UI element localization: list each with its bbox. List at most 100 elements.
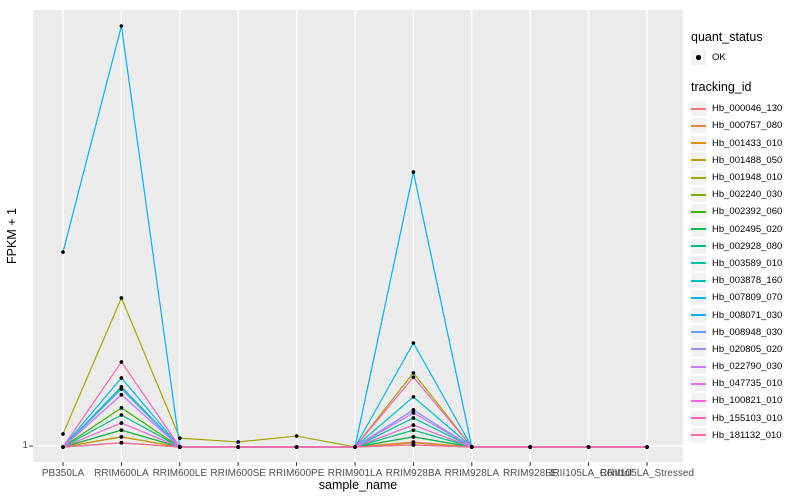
tracking-id-legend-item[interactable]: Hb_181132_010 [691,427,799,444]
legend-key-box [691,101,706,117]
legend-key-box [691,204,706,220]
x-tick-label: PB350LA [41,468,85,479]
tracking-id-label: Hb_155103_010 [712,412,783,424]
data-point [119,440,124,445]
tracking-id-legend-item[interactable]: Hb_002392_060 [691,203,799,220]
data-point [411,423,416,427]
series-color-swatch-icon [691,348,706,351]
data-point [61,250,65,254]
x-tick-label: RRIM928BA [385,468,442,479]
tracking-id-legend-item[interactable]: Hb_000046_130 [691,100,799,117]
tracking-id-label: Hb_002240_030 [712,189,783,201]
tracking-id-label: Hb_181132_010 [712,429,782,441]
data-point [119,392,124,397]
data-point [411,443,416,447]
x-tick-label: RRIM901LA [327,468,383,479]
data-point [411,170,416,174]
tracking-id-label: Hb_020805_020 [712,343,783,355]
tracking-id-legend-item[interactable]: Hb_022790_030 [691,358,799,375]
tracking-id-legend-item[interactable]: Hb_020805_020 [691,341,799,358]
legend-key-box [691,238,706,254]
tracking-id-label: Hb_003589_010 [712,257,783,269]
point-marker-icon [696,55,701,60]
tracking-id-legend-item[interactable]: Hb_002495_020 [691,221,799,238]
data-point [236,445,240,449]
tracking-id-legend-item[interactable]: Hb_000757_080 [691,117,799,134]
legend-key-box [691,307,706,323]
legend-key-box [691,118,706,134]
tracking-id-legend-item[interactable]: Hb_003878_160 [691,272,799,289]
gridlines [33,10,683,462]
x-tick-label: RRII105LA_Control [545,468,632,479]
legend-key-box [691,152,706,168]
tracking-id-legend-item[interactable]: Hb_047735_010 [691,375,799,392]
tracking-id-legend-item[interactable]: Hb_001433_010 [691,135,799,152]
plot-panel [33,10,683,462]
tracking-id-legend-item[interactable]: Hb_100821_010 [691,392,799,409]
tracking-id-legend-item[interactable]: Hb_003589_010 [691,255,799,272]
data-point [119,24,124,28]
x-axis-title: sample_name [318,478,398,492]
legend-key-box [691,427,706,443]
legend-key-box [691,255,706,271]
legend: quant_status OK tracking_id Hb_000046_13… [691,30,799,444]
data-point [294,445,299,449]
series-color-swatch-icon [691,159,706,162]
y-tick-label: 1 [22,440,28,451]
legend-key-box [691,359,706,375]
tracking-id-legend-item[interactable]: Hb_008948_030 [691,324,799,341]
tracking-id-label: Hb_001488_050 [712,154,783,166]
tracking-id-legend-item[interactable]: Hb_002928_080 [691,238,799,255]
data-point [586,445,591,449]
y-axis-title: FPKM + 1 [5,208,19,264]
tracking-id-legend-item[interactable]: Hb_001488_050 [691,152,799,169]
data-point [236,440,240,444]
series-color-swatch-icon [691,142,706,145]
data-point [470,445,474,449]
data-point [411,371,416,375]
data-point [411,408,416,412]
series-color-swatch-icon [691,434,706,437]
data-point [353,445,357,449]
legend-key-box [691,341,706,357]
data-point [411,341,416,345]
tracking-id-legend-item[interactable]: Hb_002240_030 [691,186,799,203]
legend-key-box [691,187,706,203]
series-color-swatch-icon [691,245,706,248]
data-point [119,428,124,432]
series-color-swatch-icon [691,417,706,420]
data-point [61,445,65,449]
series-color-swatch-icon [691,314,706,317]
tracking-id-legend-item[interactable]: Hb_008071_030 [691,306,799,323]
tracking-id-label: Hb_047735_010 [712,378,783,390]
series-color-swatch-icon [691,262,706,265]
data-point [528,445,532,449]
tracking-id-label: Hb_008071_030 [712,309,783,321]
data-point [119,296,124,300]
data-point [411,435,416,439]
series-color-swatch-icon [691,296,706,299]
tracking-id-label: Hb_001948_010 [712,172,783,184]
tracking-id-legend-item[interactable]: Hb_001948_010 [691,169,799,186]
series-color-swatch-icon [691,228,706,231]
x-tick-label: RRIM928LA [444,468,500,479]
legend-key-box [691,376,706,392]
data-point [119,406,124,410]
legend-key-box [691,221,706,237]
data-point [411,428,416,432]
data-points [61,24,649,449]
tracking-id-legend-item[interactable]: Hb_007809_070 [691,289,799,306]
legend-key-box [691,135,706,151]
x-tick-label: RRIM600SE [210,468,266,479]
tracking-id-label: Hb_022790_030 [712,361,783,373]
quant-status-legend-item[interactable]: OK [691,49,799,66]
series-color-swatch-icon [691,279,706,282]
data-point [294,434,299,438]
tracking-id-legend-item[interactable]: Hb_155103_010 [691,410,799,427]
tracking-id-label: Hb_002392_060 [712,206,783,218]
tracking-id-label: Hb_100821_010 [712,395,783,407]
legend-key-box [691,324,706,340]
series-color-swatch-icon [691,365,706,368]
